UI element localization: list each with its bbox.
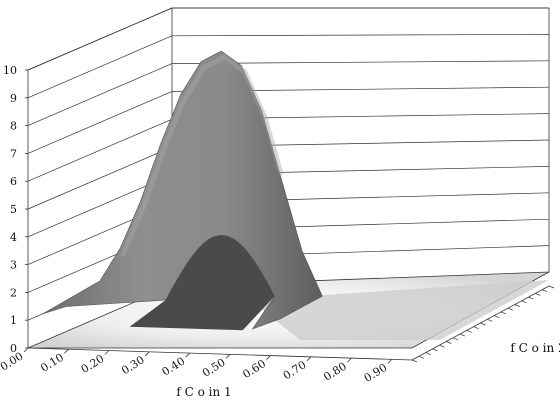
y-tick-mark [432, 348, 438, 352]
floor-shade [250, 280, 549, 340]
y-tick-mark [418, 355, 424, 359]
y-axis-ticks [411, 285, 555, 363]
x-axis-label: f C o in 1 [176, 385, 231, 399]
y-tick-mark [535, 293, 541, 296]
z-tick-label: 3 [10, 259, 17, 272]
z-tick-label: 4 [10, 231, 17, 244]
z-tick-label: 2 [10, 286, 17, 299]
y-tick-mark [494, 315, 500, 318]
x-tick-mark [225, 354, 231, 359]
y-tick-mark [507, 307, 514, 311]
x-tick-label: 0.20 [79, 352, 107, 376]
z-tick-label: 1 [10, 314, 17, 327]
y-tick-mark [542, 289, 548, 293]
surface [42, 50, 323, 331]
x-tick-mark [387, 359, 393, 364]
y-tick-mark [411, 359, 418, 363]
x-tick-mark [306, 356, 312, 362]
x-tick-mark [144, 351, 150, 357]
wall-gridline-z8 [27, 60, 550, 126]
y-axis-label: f C o in 2 [510, 341, 560, 355]
z-tick-label: 6 [10, 175, 17, 188]
x-axis-line [27, 347, 413, 361]
x-tick-label: 0.70 [281, 358, 309, 382]
y-tick-mark [480, 322, 486, 326]
x-tick-label: 0.60 [240, 357, 268, 381]
x-tick-label: 0.90 [362, 361, 390, 385]
x-tick-mark [104, 350, 110, 355]
x-tick-label: 0.50 [200, 356, 228, 380]
z-tick-label: 10 [3, 64, 17, 77]
y-tick-mark [528, 296, 534, 300]
y-tick-mark [473, 326, 479, 330]
y-tick-mark [514, 304, 520, 307]
y-tick-mark [466, 330, 472, 333]
x-tick-mark [64, 348, 69, 354]
y-tick-mark [548, 285, 555, 289]
z-tick-label: 9 [10, 92, 17, 105]
y-tick-mark [446, 341, 452, 344]
wall-gridline-z9 [27, 34, 550, 99]
wall-gridline-z6 [27, 113, 550, 182]
y-tick-mark [500, 311, 507, 315]
z-axis-ticks: 0 1 2 3 4 5 6 7 8 9 10 [3, 64, 28, 355]
surface-body [42, 50, 323, 330]
y-tick-mark [521, 300, 527, 304]
x-tick-label: 0.10 [38, 351, 66, 375]
z-tick-label: 8 [10, 120, 17, 133]
y-tick-mark [459, 333, 466, 337]
wall-gridline-z5 [27, 139, 550, 210]
x-tick-mark [266, 355, 271, 360]
y-tick-mark [425, 352, 431, 355]
z-tick-label: 5 [10, 203, 17, 216]
x-tick-mark [23, 347, 29, 353]
z-tick-label: 0 [10, 342, 17, 355]
y-tick-mark [439, 344, 445, 348]
x-tick-label: 0.00 [0, 350, 26, 374]
surface-highlight [120, 54, 284, 257]
y-tick-mark [452, 337, 459, 341]
x-tick-mark [347, 357, 352, 363]
x-tick-label: 0.80 [321, 360, 349, 384]
z-tick-label: 7 [10, 147, 17, 160]
x-tick-label: 0.40 [160, 355, 188, 379]
wall-gridline-z10 [27, 7, 549, 71]
y-tick-mark [487, 318, 493, 322]
x-tick-label: 0.30 [119, 353, 147, 377]
wall-gridline-z7 [27, 86, 550, 154]
surface-underside [129, 235, 275, 331]
x-tick-mark [185, 352, 190, 358]
